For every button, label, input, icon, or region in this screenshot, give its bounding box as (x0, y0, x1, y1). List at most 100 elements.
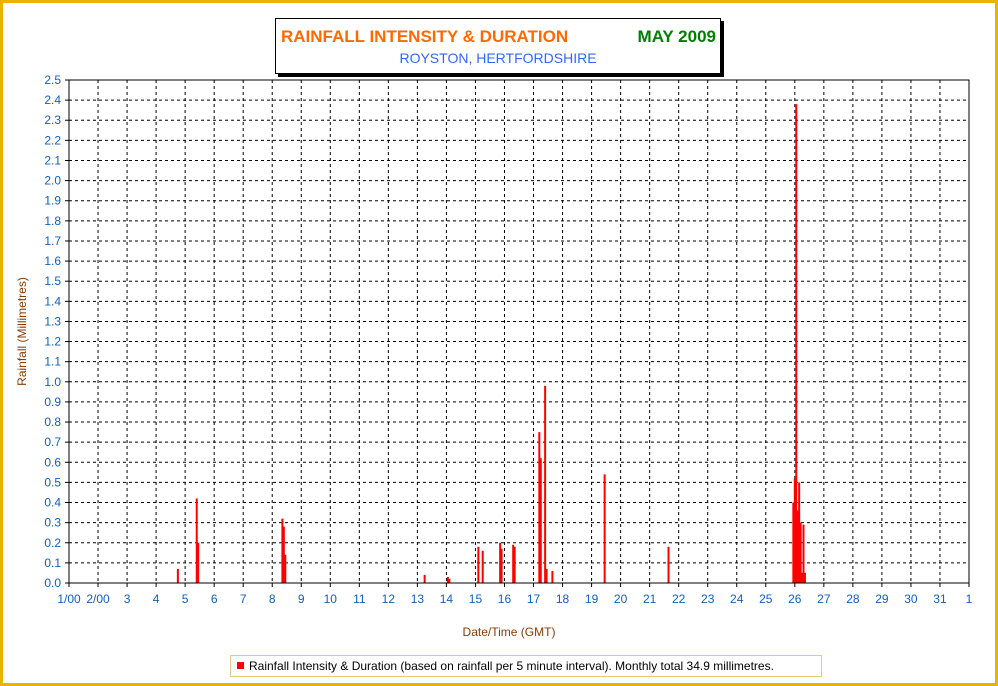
rainfall-bar (544, 385, 547, 583)
y-tick-label: 2.0 (44, 174, 61, 188)
x-tick-label: 24 (730, 592, 744, 606)
x-tick-label: 4 (153, 592, 160, 606)
x-tick-label: 26 (788, 592, 802, 606)
x-tick-label: 1/00 (57, 592, 81, 606)
x-tick-label: 6 (211, 592, 218, 606)
y-tick-label: 1.8 (44, 214, 61, 228)
chart-title: RAINFALL INTENSITY & DURATION (281, 27, 569, 46)
x-tick-label: 1 (966, 592, 973, 606)
x-tick-label: 7 (240, 592, 247, 606)
x-axis-label: Date/Time (GMT) (463, 625, 556, 639)
x-tick-label: 20 (614, 592, 628, 606)
y-tick-label: 0.5 (44, 475, 61, 489)
chart-month: MAY 2009 (637, 27, 716, 46)
chart-grid (69, 80, 969, 583)
rainfall-bar (176, 568, 179, 583)
chart-bars (176, 104, 806, 584)
x-tick-label: 9 (298, 592, 305, 606)
x-tick-label: 29 (875, 592, 889, 606)
y-tick-label: 1.9 (44, 194, 61, 208)
legend: Rainfall Intensity & Duration (based on … (230, 655, 822, 677)
rainfall-bar (792, 502, 795, 583)
rainfall-bar (446, 576, 449, 583)
x-tick-label: 11 (353, 592, 366, 606)
y-tick-label: 2.2 (44, 133, 61, 147)
x-tick-label: 18 (556, 592, 570, 606)
x-tick-label: 22 (672, 592, 686, 606)
y-tick-label: 0.6 (44, 455, 61, 469)
rainfall-bar (551, 570, 554, 583)
x-tick-label: 8 (269, 592, 276, 606)
x-tick-label: 10 (324, 592, 338, 606)
x-tick-label: 14 (440, 592, 454, 606)
y-tick-label: 0.4 (44, 496, 61, 510)
x-tick-label: 5 (182, 592, 189, 606)
rainfall-bar (512, 544, 515, 583)
y-tick-label: 0.2 (44, 536, 61, 550)
x-tick-label: 25 (759, 592, 773, 606)
x-tick-label: 16 (498, 592, 512, 606)
x-tick-label: 17 (527, 592, 541, 606)
x-tick-label: 19 (585, 592, 599, 606)
rainfall-bar (802, 524, 805, 583)
y-axis-ticks: 0.0 0.1 0.2 0.3 0.4 0.5 0.6 0.7 0.8 0.9 1.0 1.1 1.2 1… (44, 73, 69, 590)
rainfall-bar (796, 510, 799, 583)
rainfall-bar (281, 518, 284, 583)
rainfall-bar (667, 546, 670, 583)
y-tick-label: 0.9 (44, 395, 61, 409)
plot-area-border (68, 79, 970, 584)
x-axis-ticks: 1/00 2/00 3 4 5 6 7 8 9 10 11 12 13 14 15 16 17 18 19 20 21 2… (57, 583, 973, 606)
x-tick-label: 21 (643, 592, 657, 606)
x-tick-label: 28 (846, 592, 860, 606)
y-tick-label: 1.3 (44, 314, 61, 328)
y-tick-label: 1.0 (44, 375, 61, 389)
y-tick-label: 1.6 (44, 254, 61, 268)
x-tick-label: 2/00 (86, 592, 110, 606)
y-tick-label: 2.3 (44, 113, 61, 127)
rainfall-bar (197, 542, 200, 583)
rainfall-bar (793, 478, 796, 583)
y-tick-label: 1.7 (44, 234, 61, 248)
x-tick-label: 27 (817, 592, 831, 606)
x-tick-label: 31 (933, 592, 947, 606)
y-axis-label: Rainfall (Millimetres) (15, 277, 29, 386)
rainfall-bar (795, 104, 798, 584)
x-tick-label: 30 (904, 592, 918, 606)
x-tick-label: 12 (382, 592, 396, 606)
y-tick-label: 2.4 (44, 93, 61, 107)
x-tick-label: 15 (469, 592, 483, 606)
rainfall-bar (499, 542, 502, 583)
chart-subtitle: ROYSTON, HERTFORDSHIRE (399, 50, 597, 66)
rainfall-bar (423, 574, 426, 583)
rainfall-bar (448, 578, 451, 583)
y-tick-label: 2.1 (44, 153, 61, 167)
legend-text: Rainfall Intensity & Duration (based on … (249, 659, 774, 673)
rainfall-bar (799, 522, 802, 583)
y-tick-label: 0.1 (44, 556, 61, 570)
rainfall-bar (500, 548, 503, 583)
y-tick-label: 0.0 (44, 576, 61, 590)
x-tick-label: 23 (701, 592, 715, 606)
y-tick-label: 1.5 (44, 274, 61, 288)
rainfall-bar (538, 432, 541, 583)
rainfall-bar (195, 498, 198, 583)
rainfall-bar (545, 568, 548, 583)
rainfall-bar (477, 546, 480, 583)
rainfall-bar (539, 458, 542, 583)
y-tick-label: 0.7 (44, 435, 61, 449)
y-tick-label: 1.2 (44, 335, 61, 349)
rainfall-bar (513, 546, 516, 583)
rainfall-bar (481, 550, 484, 583)
rainfall-bar (803, 572, 806, 583)
y-tick-label: 2.5 (44, 73, 61, 87)
rainfall-bar (801, 572, 804, 583)
rainfall-bar (284, 554, 287, 583)
rainfall-bar (603, 474, 606, 583)
y-tick-label: 0.8 (44, 415, 61, 429)
y-tick-label: 1.1 (44, 355, 61, 369)
rainfall-bar (282, 526, 285, 583)
rainfall-bar (798, 482, 801, 583)
y-tick-label: 1.4 (44, 294, 61, 308)
